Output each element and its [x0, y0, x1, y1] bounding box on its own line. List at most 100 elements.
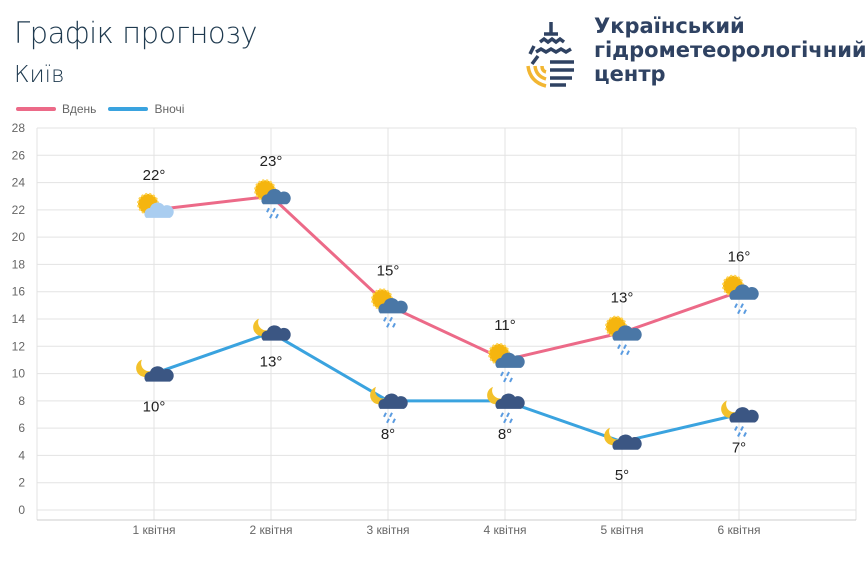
- cloud-icon: [495, 393, 525, 409]
- data-label-day: 16°: [728, 249, 751, 266]
- sun-cloud-rain-icon: [488, 342, 525, 383]
- data-label-night: 8°: [381, 426, 395, 443]
- y-tick-label: 28: [12, 121, 26, 135]
- x-tick-label: 1 квітня: [133, 523, 176, 537]
- x-tick-label: 6 квітня: [718, 523, 761, 537]
- y-tick-label: 26: [12, 148, 26, 162]
- y-tick-label: 4: [18, 448, 25, 462]
- rain-drop: [275, 213, 279, 219]
- org-name-line1: Український: [594, 14, 745, 38]
- rain-drop: [740, 303, 744, 309]
- moon-cloud-icon: [253, 318, 291, 341]
- rain-drop: [743, 432, 747, 437]
- x-tick-label: 3 квітня: [367, 523, 410, 537]
- cloud-icon: [495, 352, 525, 368]
- y-tick-label: 20: [12, 230, 26, 244]
- legend-day-swatch[interactable]: [16, 107, 56, 111]
- rain-drop: [506, 412, 510, 418]
- rain-drop: [740, 426, 744, 431]
- cloud-icon: [378, 393, 408, 409]
- y-tick-label: 18: [12, 257, 26, 271]
- sun-cloud-rain-icon: [371, 288, 408, 328]
- moon-cloud-rain-icon: [370, 386, 408, 424]
- org-name-line3: центр: [594, 62, 666, 86]
- rain-drop: [500, 371, 504, 377]
- rain-drop: [737, 432, 741, 437]
- data-label-night: 13°: [260, 354, 283, 371]
- y-tick-label: 6: [18, 421, 25, 435]
- city-name: Київ: [14, 62, 65, 88]
- y-tick-label: 16: [12, 285, 26, 299]
- rain-drop: [383, 412, 387, 418]
- cloud-icon: [729, 407, 759, 423]
- rain-drop: [734, 426, 738, 431]
- rain-drop: [509, 418, 513, 424]
- data-label-night: 7°: [732, 440, 746, 457]
- y-tick-label: 24: [12, 176, 26, 190]
- moon-cloud-icon: [604, 427, 642, 450]
- cloud-icon: [729, 284, 759, 300]
- moon-cloud-rain-icon: [487, 386, 525, 424]
- org-name: Український гідрометеорологічний центр: [594, 14, 866, 86]
- cloud-icon: [144, 202, 174, 218]
- rain-drop: [620, 350, 624, 356]
- chart-legend: Вдень Вночі: [16, 102, 184, 116]
- y-tick-label: 12: [12, 339, 26, 353]
- sun-light-cloud-icon: [137, 192, 174, 218]
- data-label-night: 5°: [615, 467, 629, 484]
- moon-cloud-icon: [136, 359, 174, 382]
- rain-drop: [626, 350, 630, 356]
- rain-drop: [272, 207, 276, 213]
- rain-drop: [734, 303, 738, 309]
- y-tick-label: 14: [12, 312, 26, 326]
- y-tick-label: 8: [18, 394, 25, 408]
- rain-drop: [392, 322, 396, 328]
- rain-drop: [386, 418, 390, 424]
- cloud-icon: [378, 298, 408, 314]
- rain-drop: [623, 344, 627, 350]
- legend-night-label[interactable]: Вночі: [154, 102, 185, 116]
- data-label-day: 23°: [260, 153, 283, 170]
- rain-drop: [269, 213, 273, 219]
- rain-drop: [389, 412, 393, 418]
- data-label-night: 8°: [498, 426, 512, 443]
- cloud-icon: [261, 325, 291, 341]
- cloud-icon: [261, 188, 291, 205]
- rain-drop: [389, 316, 393, 322]
- x-tick-label: 5 квітня: [601, 523, 644, 537]
- sun-cloud-rain-icon: [605, 315, 642, 356]
- sun-cloud-rain-icon: [722, 274, 759, 315]
- org-name-line2: гідрометеорологічний: [594, 38, 866, 62]
- rain-drop: [737, 309, 741, 315]
- sun-cloud-rain-icon: [254, 179, 291, 219]
- rain-drop: [392, 418, 396, 424]
- rain-drop: [506, 371, 510, 377]
- rain-drop: [266, 207, 270, 213]
- cloud-icon: [612, 325, 642, 341]
- data-label-day: 13°: [611, 290, 634, 307]
- rain-drop: [386, 322, 390, 328]
- legend-night-swatch[interactable]: [108, 107, 149, 111]
- data-label-day: 15°: [377, 262, 400, 279]
- moon-cloud-rain-icon: [721, 400, 759, 437]
- page-title: Графік прогнозу: [14, 16, 258, 50]
- rain-drop: [500, 412, 504, 418]
- x-tick-label: 2 квітня: [250, 523, 293, 537]
- hydromet-logo-icon: [526, 22, 574, 88]
- y-tick-label: 10: [12, 367, 26, 381]
- legend-day-label[interactable]: Вдень: [62, 102, 97, 116]
- rain-drop: [617, 344, 621, 350]
- x-tick-label: 4 квітня: [484, 523, 527, 537]
- rain-drop: [509, 377, 513, 383]
- cloud-icon: [612, 434, 642, 450]
- cloud-icon: [144, 366, 174, 382]
- series-line-day: [153, 194, 740, 362]
- y-tick-label: 22: [12, 203, 26, 217]
- data-label-day: 22°: [143, 167, 166, 184]
- y-tick-label: 0: [18, 503, 25, 517]
- rain-drop: [503, 377, 507, 383]
- rain-drop: [743, 309, 747, 315]
- rain-drop: [383, 316, 387, 322]
